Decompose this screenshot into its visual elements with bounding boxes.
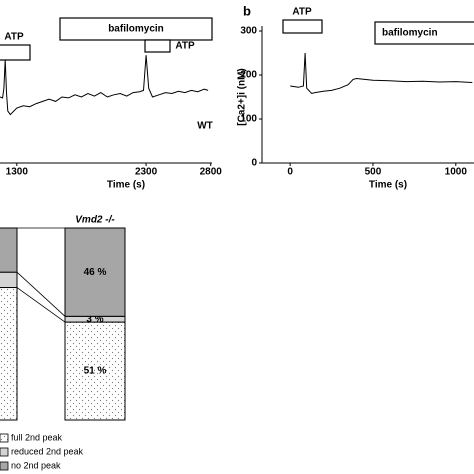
treatment-box: [282, 19, 323, 34]
annotation: ATP: [4, 32, 24, 43]
y-axis-title: [Ca2+]i (nM): [237, 68, 248, 126]
y-tick-label: 300: [240, 26, 257, 37]
bar-segment: [0, 271, 18, 289]
annotation: WT: [197, 121, 213, 132]
annotation: ATP: [175, 41, 195, 52]
bar-segment: [64, 227, 126, 317]
legend-swatch: [0, 433, 9, 443]
legend-label: no 2nd peak: [11, 460, 61, 470]
bar-segment: [0, 287, 18, 421]
legend-swatch: [0, 461, 9, 471]
x-tick-label: 2800: [200, 167, 223, 178]
connector: [16, 271, 66, 317]
treatment-box: [144, 39, 171, 53]
legend-swatch: [0, 447, 9, 457]
value-label: 51 %: [84, 366, 107, 377]
treatment-box: [0, 44, 31, 61]
bar-segment: [0, 227, 18, 273]
legend-label: reduced 2nd peak: [11, 446, 84, 456]
legend-label: full 2nd peak: [11, 432, 63, 442]
treatment-box: [374, 21, 474, 45]
annotation: ATP: [292, 7, 312, 18]
value-label: 3 %: [86, 314, 103, 325]
x-tick-label: 1000: [445, 167, 468, 178]
connector: [16, 287, 66, 323]
y-tick-label: 100: [240, 114, 257, 125]
trace: [290, 52, 473, 95]
annotation: bafilomycin: [382, 28, 438, 39]
trace: [0, 55, 209, 116]
value-label: 46 %: [84, 267, 107, 278]
bar-segment: [64, 321, 126, 421]
x-axis-title: Time (s): [107, 180, 145, 191]
x-axis-title: Time (s): [369, 180, 407, 191]
y-tick-label: 200: [240, 70, 257, 81]
x-tick-label: 500: [365, 167, 382, 178]
y-tick-label: 0: [251, 158, 257, 169]
treatment-box: [59, 17, 213, 41]
x-tick-label: 0: [287, 167, 293, 178]
x-tick-label: 2300: [135, 167, 158, 178]
x-tick-label: 1300: [6, 167, 29, 178]
panel-label: b: [243, 3, 251, 18]
annotation: bafilomycin: [108, 24, 164, 35]
category-label: Vmd2 -/-: [75, 215, 115, 226]
